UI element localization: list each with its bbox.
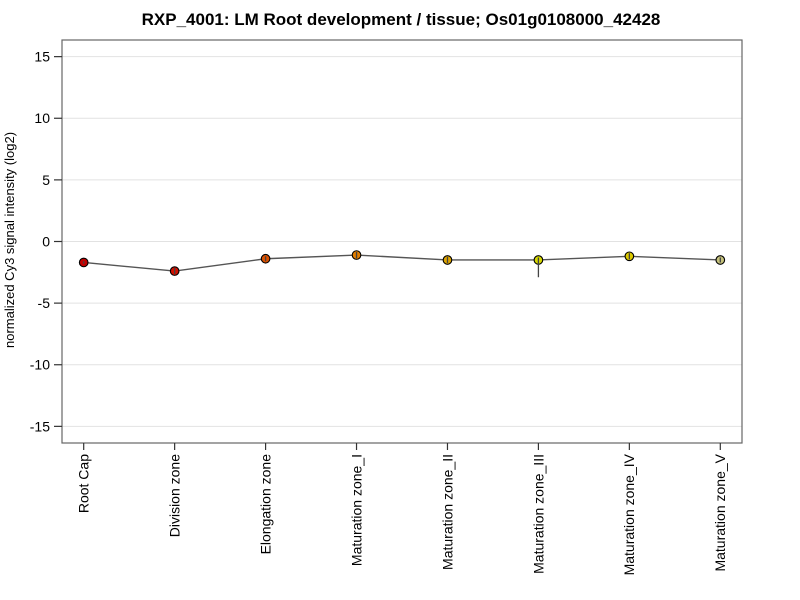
- y-tick-label: 5: [42, 172, 50, 188]
- series-line: [83, 254, 721, 272]
- chart-title: RXP_4001: LM Root development / tissue; …: [142, 10, 661, 29]
- y-tick-label: 15: [34, 49, 50, 65]
- y-tick-label: 10: [34, 110, 50, 126]
- x-tick-label: Maturation zone_III: [530, 454, 546, 574]
- x-tick-label: Root Cap: [76, 454, 92, 513]
- y-tick-label: -10: [30, 357, 50, 373]
- x-tick-label: Maturation zone_II: [439, 454, 455, 570]
- y-tick-label: -15: [30, 418, 50, 434]
- y-tick-label: -5: [38, 295, 51, 311]
- x-tick-label: Maturation zone_IV: [621, 453, 637, 575]
- x-tick-label: Maturation zone_I: [348, 454, 364, 566]
- x-tick-label: Elongation zone: [257, 454, 273, 555]
- y-axis-label: normalized Cy3 signal intensity (log2): [2, 132, 17, 348]
- y-tick-label: 0: [42, 233, 50, 249]
- x-tick-label: Division zone: [167, 454, 183, 537]
- plot-area: 15 10 5 0 -5 -10 -15 Root Cap Division zone Elong…: [30, 39, 743, 575]
- x-tick-label: Maturation zone_V: [712, 453, 728, 571]
